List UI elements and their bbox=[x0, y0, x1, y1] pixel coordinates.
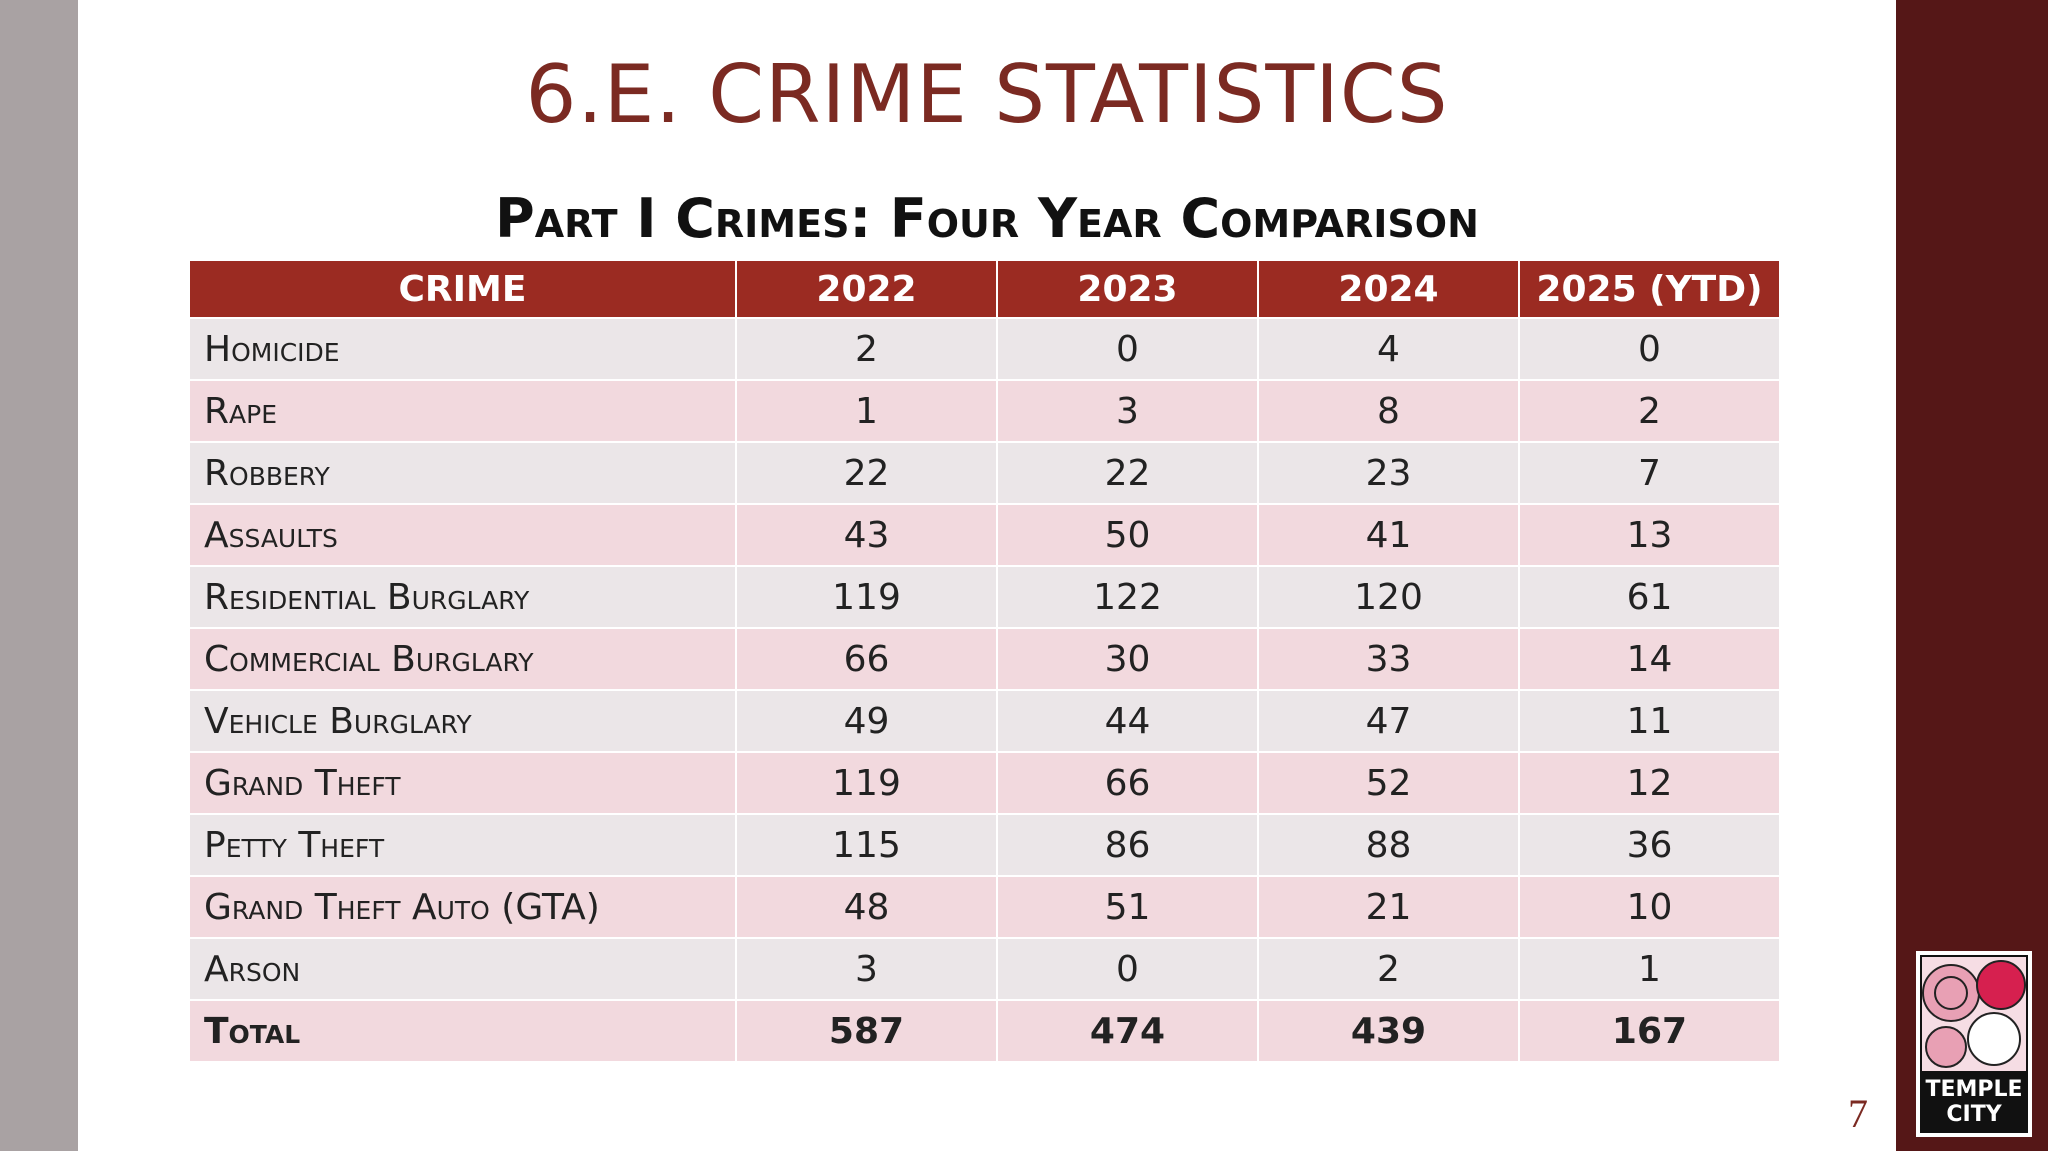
logo-rose bbox=[1976, 960, 2026, 1010]
logo: TEMPLE CITY bbox=[1916, 951, 2032, 1137]
cell: 21 bbox=[1257, 875, 1520, 939]
cell: 439 bbox=[1257, 999, 1520, 1063]
cell: 115 bbox=[735, 813, 998, 877]
logo-rose bbox=[1925, 1026, 1967, 1068]
cell: 2 bbox=[1257, 937, 1520, 1001]
cell: 120 bbox=[1257, 565, 1520, 629]
header-cell: 2025 (YTD) bbox=[1518, 259, 1781, 319]
table-row: Arson 3 0 2 1 bbox=[188, 937, 1781, 1001]
logo-text: CITY bbox=[1946, 1102, 2002, 1127]
cell: 8 bbox=[1257, 379, 1520, 443]
table-row: Grand Theft 119 66 52 12 bbox=[188, 751, 1781, 815]
row-label: Arson bbox=[188, 937, 737, 1001]
table-row: Homicide 2 0 4 0 bbox=[188, 317, 1781, 381]
cell: 122 bbox=[996, 565, 1259, 629]
crime-table: CRIME 2022 2023 2024 2025 (YTD) Homicide 2 0 4 0… bbox=[188, 259, 1781, 1063]
logo-text: TEMPLE bbox=[1925, 1077, 2022, 1102]
cell: 44 bbox=[996, 689, 1259, 753]
cell: 61 bbox=[1518, 565, 1781, 629]
cell: 7 bbox=[1518, 441, 1781, 505]
cell: 86 bbox=[996, 813, 1259, 877]
cell: 119 bbox=[735, 565, 998, 629]
title: 6.E. CRIME STATISTICS bbox=[525, 48, 1449, 141]
table-row: Assaults 43 50 41 13 bbox=[188, 503, 1781, 567]
header-cell: 2022 bbox=[735, 259, 998, 319]
row-label: Assaults bbox=[188, 503, 737, 567]
cell: 167 bbox=[1518, 999, 1781, 1063]
cell: 48 bbox=[735, 875, 998, 939]
cell: 119 bbox=[735, 751, 998, 815]
row-label: Petty Theft bbox=[188, 813, 737, 877]
cell: 88 bbox=[1257, 813, 1520, 877]
table-row: Vehicle Burglary 49 44 47 11 bbox=[188, 689, 1781, 753]
total-row: Total 587 474 439 167 bbox=[188, 999, 1781, 1063]
cell: 2 bbox=[1518, 379, 1781, 443]
table-row: Rape 1 3 8 2 bbox=[188, 379, 1781, 443]
cell: 52 bbox=[1257, 751, 1520, 815]
header-row: CRIME 2022 2023 2024 2025 (YTD) bbox=[188, 259, 1781, 319]
cell: 12 bbox=[1518, 751, 1781, 815]
cell: 0 bbox=[1518, 317, 1781, 381]
row-label: Vehicle Burglary bbox=[188, 689, 737, 753]
table-row: Petty Theft 115 86 88 36 bbox=[188, 813, 1781, 877]
left-bar bbox=[0, 0, 78, 1151]
cell: 51 bbox=[996, 875, 1259, 939]
row-label: Rape bbox=[188, 379, 737, 443]
cell: 22 bbox=[996, 441, 1259, 505]
cell: 3 bbox=[735, 937, 998, 1001]
cell: 1 bbox=[1518, 937, 1781, 1001]
cell: 43 bbox=[735, 503, 998, 567]
row-label: Grand Theft bbox=[188, 751, 737, 815]
header-cell: 2024 bbox=[1257, 259, 1520, 319]
cell: 22 bbox=[735, 441, 998, 505]
cell: 14 bbox=[1518, 627, 1781, 691]
cell: 23 bbox=[1257, 441, 1520, 505]
table-row: Residential Burglary 119 122 120 61 bbox=[188, 565, 1781, 629]
row-label: Total bbox=[188, 999, 737, 1063]
page-number: 7 bbox=[1848, 1091, 1868, 1136]
cell: 0 bbox=[996, 317, 1259, 381]
cell: 49 bbox=[735, 689, 998, 753]
cell: 587 bbox=[735, 999, 998, 1063]
cell: 13 bbox=[1518, 503, 1781, 567]
cell: 66 bbox=[996, 751, 1259, 815]
row-label: Robbery bbox=[188, 441, 737, 505]
cell: 0 bbox=[996, 937, 1259, 1001]
cell: 47 bbox=[1257, 689, 1520, 753]
row-label: Homicide bbox=[188, 317, 737, 381]
cell: 474 bbox=[996, 999, 1259, 1063]
row-label: Commercial Burglary bbox=[188, 627, 737, 691]
cell: 50 bbox=[996, 503, 1259, 567]
cell: 66 bbox=[735, 627, 998, 691]
cell: 10 bbox=[1518, 875, 1781, 939]
cell: 30 bbox=[996, 627, 1259, 691]
cell: 11 bbox=[1518, 689, 1781, 753]
table-row: Commercial Burglary 66 30 33 14 bbox=[188, 627, 1781, 691]
header-cell: 2023 bbox=[996, 259, 1259, 319]
cell: 2 bbox=[735, 317, 998, 381]
cell: 1 bbox=[735, 379, 998, 443]
header-cell: CRIME bbox=[188, 259, 737, 319]
cell: 4 bbox=[1257, 317, 1520, 381]
subtitle: Part I Crimes: Four Year Comparison bbox=[495, 187, 1479, 250]
cell: 41 bbox=[1257, 503, 1520, 567]
row-label: Grand Theft Auto (GTA) bbox=[188, 875, 737, 939]
logo-rose bbox=[1967, 1012, 2021, 1066]
cell: 33 bbox=[1257, 627, 1520, 691]
cell: 36 bbox=[1518, 813, 1781, 877]
logo-rose bbox=[1922, 964, 1980, 1022]
logo-rose bbox=[1934, 976, 1968, 1010]
row-label: Residential Burglary bbox=[188, 565, 737, 629]
cell: 3 bbox=[996, 379, 1259, 443]
table-row: Grand Theft Auto (GTA) 48 51 21 10 bbox=[188, 875, 1781, 939]
table-row: Robbery 22 22 23 7 bbox=[188, 441, 1781, 505]
